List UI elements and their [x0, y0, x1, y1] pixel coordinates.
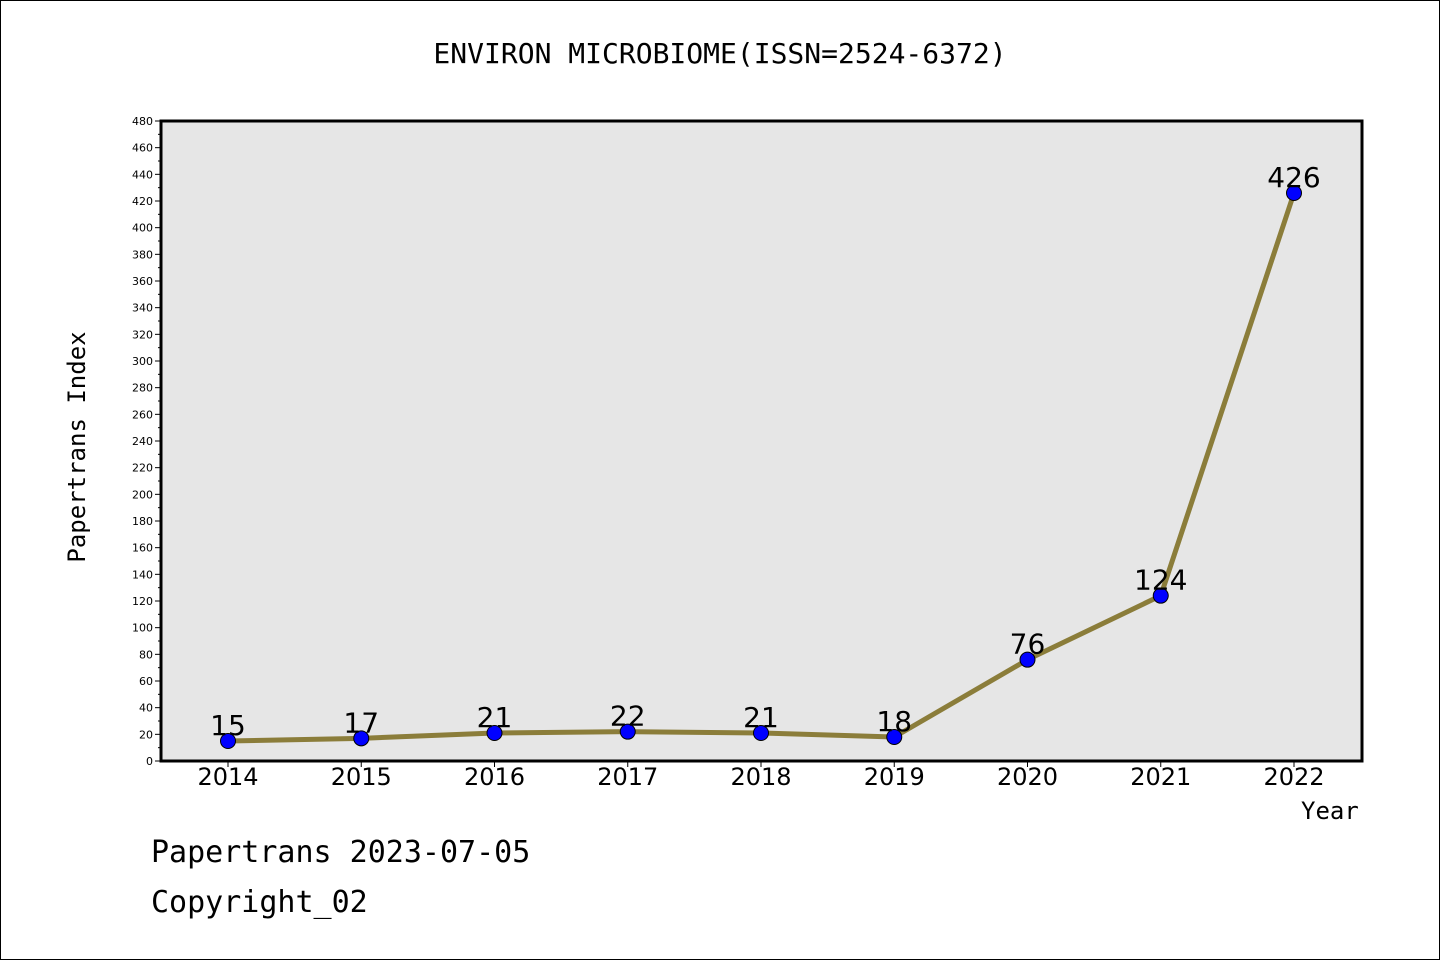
y-tick-label: 120 [132, 595, 153, 608]
y-tick-label: 220 [132, 462, 153, 475]
y-tick-label: 80 [139, 648, 153, 661]
y-tick-label: 240 [132, 435, 153, 448]
y-tick-label: 400 [132, 222, 153, 235]
y-tick-label: 200 [132, 488, 153, 501]
y-tick-label: 60 [139, 675, 153, 688]
data-label: 15 [210, 709, 246, 742]
data-point [619, 723, 636, 740]
y-tick-label: 440 [132, 168, 153, 181]
y-tick-label: 20 [139, 728, 153, 741]
y-tick-label: 0 [146, 755, 153, 768]
y-tick-label: 100 [132, 622, 153, 635]
data-label: 18 [876, 705, 912, 738]
y-tick-label: 320 [132, 328, 153, 341]
y-tick-label: 40 [139, 702, 153, 715]
x-tick-label: 2015 [331, 763, 392, 791]
y-tick-label: 380 [132, 248, 153, 261]
y-tick-label: 280 [132, 382, 153, 395]
x-tick-label: 2014 [197, 763, 258, 791]
data-point [1286, 185, 1302, 201]
data-label: 426 [1267, 161, 1320, 194]
x-tick-label: 2021 [1130, 763, 1191, 791]
y-tick-label: 160 [132, 542, 153, 555]
y-tick-label: 260 [132, 408, 153, 421]
data-label: 21 [477, 701, 513, 734]
y-tick-label: 480 [132, 115, 153, 128]
x-tick-label: 2019 [864, 763, 925, 791]
plot-background [161, 121, 1362, 761]
data-label: 17 [343, 706, 379, 739]
data-label: 22 [610, 700, 646, 733]
y-tick-label: 180 [132, 515, 153, 528]
data-label: 124 [1134, 564, 1187, 597]
x-tick-label: 2016 [464, 763, 525, 791]
data-label: 76 [1010, 628, 1046, 661]
x-tick-label: 2017 [597, 763, 658, 791]
y-tick-label: 340 [132, 302, 153, 315]
data-label: 21 [743, 701, 779, 734]
plot-frame [159, 119, 1364, 763]
y-tick-label: 300 [132, 355, 153, 368]
y-tick-label: 460 [132, 142, 153, 155]
x-tick-label: 2022 [1263, 763, 1324, 791]
data-point [753, 725, 769, 741]
footer-date: Papertrans 2023-07-05 [151, 835, 531, 870]
x-tick-label: 2018 [730, 763, 791, 791]
chart-title: ENVIRON MICROBIOME(ISSN=2524-6372) [433, 37, 1007, 70]
data-point [1019, 651, 1036, 668]
data-point [886, 729, 903, 745]
data-point [353, 730, 370, 747]
x-tick-label: 2020 [997, 763, 1058, 791]
data-point [486, 725, 503, 741]
footer-copyright: Copyright_02 [151, 885, 368, 920]
y-tick-label: 420 [132, 195, 153, 208]
y-tick-label: 360 [132, 275, 153, 288]
data-point [220, 733, 236, 749]
x-axis-label: Year [1301, 797, 1359, 825]
data-point [1152, 587, 1169, 604]
y-tick-label: 140 [132, 568, 153, 581]
